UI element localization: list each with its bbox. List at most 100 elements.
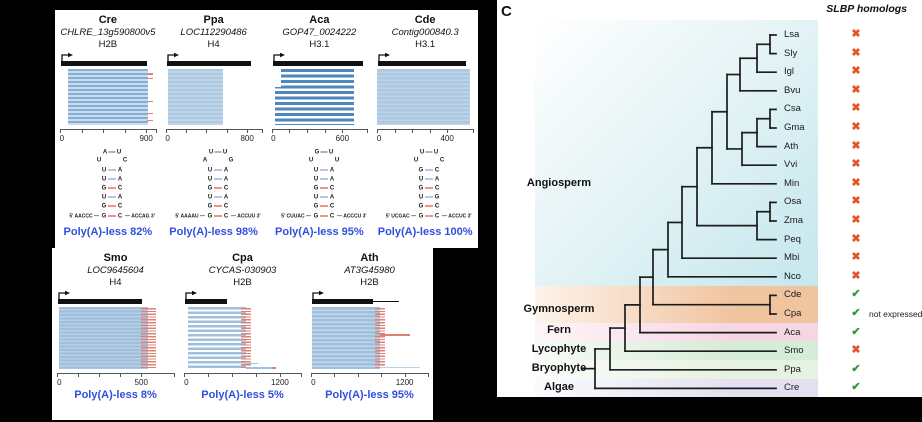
svg-text:G: G bbox=[419, 168, 424, 174]
group-label-gymnosperm: Gymnosperm bbox=[523, 303, 595, 315]
cross-icon-gma: ✖ bbox=[851, 121, 861, 133]
cross-icon-lsa: ✖ bbox=[851, 28, 861, 40]
polya-less-label: Poly(A)-less 82% bbox=[63, 226, 153, 238]
gene-body-bar bbox=[61, 61, 148, 66]
svg-text:C: C bbox=[435, 186, 440, 192]
svg-text:A: A bbox=[435, 177, 440, 183]
svg-text:A: A bbox=[103, 150, 108, 156]
gene-panels-bottom-row: Smo LOC9645604 H4 0 500 Poly(A)-less 8% Cpa CYC… bbox=[52, 248, 433, 420]
axis-tick bbox=[81, 129, 83, 133]
tail-read-2-tip bbox=[271, 367, 277, 370]
cross-icon-smo: ✖ bbox=[851, 344, 861, 357]
gene-body-bar bbox=[272, 61, 364, 66]
svg-text:G: G bbox=[419, 186, 424, 192]
cross-icon-mbi: ✖ bbox=[851, 251, 861, 264]
svg-text:C: C bbox=[118, 214, 123, 220]
axis-line bbox=[271, 129, 368, 130]
stem-loop-structure: U UU CG CU AG CU GG CG C5' UCGAC — — ACCUC 3' bbox=[386, 150, 472, 220]
svg-text:U: U bbox=[223, 150, 227, 156]
species-label-ath: Ath bbox=[784, 140, 799, 152]
group-label-algae: Algae bbox=[544, 381, 574, 393]
read-coverage-plot bbox=[57, 305, 174, 371]
species-label-igl: Igl bbox=[784, 66, 795, 78]
axis-tick bbox=[141, 373, 143, 377]
axis-tick bbox=[428, 373, 429, 377]
svg-text:— ACCUC 3': — ACCUC 3' bbox=[442, 213, 472, 219]
gene-model bbox=[166, 52, 262, 67]
svg-text:U: U bbox=[97, 158, 101, 164]
svg-text:U: U bbox=[117, 150, 121, 156]
stem-loop-structure: A UU CU AU AG CU AG CG C5' AACCC — — ACCAG 3' bbox=[69, 150, 155, 220]
check-icon-aca: ✔ bbox=[851, 325, 861, 338]
svg-text:C: C bbox=[224, 214, 229, 220]
gene-body-thin-bar bbox=[372, 300, 399, 302]
axis-tick bbox=[377, 129, 379, 133]
stem-loop-structure: U UA GU AU AG CU AG CG C5' AAAAU — — ACCUU 3' bbox=[175, 150, 260, 220]
read-stack bbox=[67, 69, 149, 125]
axis-tick bbox=[473, 129, 474, 133]
species-label-nco: Nco bbox=[784, 270, 801, 282]
svg-text:U: U bbox=[328, 150, 332, 156]
polya-read-tick bbox=[147, 112, 154, 115]
x-axis: 0 800 bbox=[165, 128, 263, 143]
histone-label: H3.1 bbox=[415, 39, 436, 50]
axis-tick bbox=[247, 129, 249, 133]
gene-name: Cre bbox=[98, 14, 118, 26]
polya-read-tick bbox=[147, 77, 154, 80]
axis-tick-label-min: 0 bbox=[59, 134, 65, 143]
axis-line bbox=[311, 373, 428, 374]
polya-less-label: Poly(A)-less 95% bbox=[325, 389, 414, 401]
svg-text:A: A bbox=[203, 158, 208, 164]
axis-tick-label-min: 0 bbox=[165, 134, 170, 143]
polya-less-label: Poly(A)-less 5% bbox=[201, 389, 284, 401]
axis-line bbox=[60, 129, 156, 130]
svg-text:G: G bbox=[102, 214, 107, 220]
svg-text:G: G bbox=[207, 204, 212, 210]
axis-tick-label-max: 1200 bbox=[271, 378, 289, 387]
polya-tail-edge bbox=[140, 308, 156, 368]
axis-tick bbox=[255, 373, 257, 377]
not-expressed-note: not expressed bbox=[869, 309, 922, 319]
axis-tick bbox=[155, 129, 157, 133]
axis-tick bbox=[279, 373, 281, 377]
axis-tick-label-max: 1200 bbox=[395, 378, 414, 387]
axis-tick bbox=[289, 129, 291, 133]
group-label-bryophyte: Bryophyte bbox=[531, 362, 587, 374]
cross-icon-ath: ✖ bbox=[851, 139, 861, 152]
panel-aca: Aca GOP47_0024222 H3.1 0 600 G U U U U A U A G C U A G C G C… bbox=[267, 10, 373, 248]
svg-text:U: U bbox=[208, 168, 212, 174]
svg-text:5' CUUAC —: 5' CUUAC — bbox=[281, 213, 311, 219]
panel-cre: Cre CHLRE_13g590800v5 H2B 0 900 A U U C U A U A G C U A G… bbox=[55, 10, 161, 248]
axis-tick-label-max: 400 bbox=[440, 134, 454, 143]
axis-tick-label-max: 600 bbox=[335, 134, 350, 143]
axis-tick-label-min: 0 bbox=[57, 378, 62, 387]
svg-text:A: A bbox=[224, 195, 229, 201]
svg-text:C: C bbox=[435, 214, 440, 220]
svg-text:G: G bbox=[419, 204, 424, 210]
polya-less-label: Poly(A)-less 100% bbox=[377, 226, 473, 238]
panel-cde: Cde Contig000840.3 H3.1 0 400 U U U C G C U A G C U G G C G… bbox=[372, 10, 478, 248]
axis-tick bbox=[306, 129, 308, 133]
group-label-lycophyte: Lycophyte bbox=[531, 343, 587, 355]
species-label-osa: Osa bbox=[784, 196, 802, 208]
x-axis: 0 600 bbox=[271, 128, 369, 143]
cross-icon-min: ✖ bbox=[851, 176, 861, 189]
svg-text:A: A bbox=[224, 177, 229, 183]
svg-text:5' AACCC —: 5' AACCC — bbox=[69, 213, 99, 219]
svg-text:5' AAAAU —: 5' AAAAU — bbox=[175, 213, 205, 219]
axis-tick bbox=[404, 373, 406, 377]
svg-text:A: A bbox=[224, 168, 229, 174]
read-coverage-plot bbox=[166, 67, 262, 127]
x-axis: 0 1200 bbox=[311, 372, 429, 387]
svg-text:C: C bbox=[329, 186, 334, 192]
gene-model bbox=[272, 52, 368, 67]
gene-name: Ppa bbox=[203, 14, 224, 26]
axis-tick bbox=[381, 373, 383, 377]
cross-icon-peq: ✖ bbox=[851, 232, 861, 245]
panel-smo: Smo LOC9645604 H4 0 500 Poly(A)-less 8% bbox=[52, 248, 179, 420]
species-label-vvi: Vvi bbox=[784, 159, 798, 171]
polya-read-tick bbox=[147, 100, 154, 103]
svg-text:U: U bbox=[308, 158, 312, 164]
gene-id: GOP47_0024222 bbox=[282, 27, 357, 38]
